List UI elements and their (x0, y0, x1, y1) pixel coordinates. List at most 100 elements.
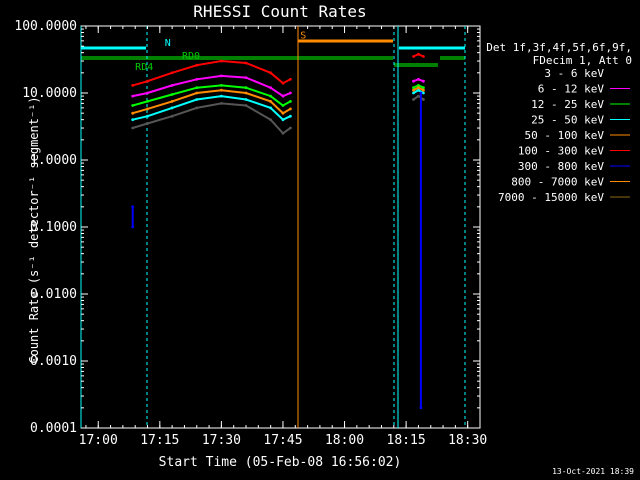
x-tick-label: 17:45 (263, 433, 302, 448)
data-point (417, 94, 420, 98)
y-tick-label: 100.0000 (14, 19, 77, 34)
annotation-label: S (300, 31, 306, 42)
data-point (422, 91, 425, 95)
data-point (289, 100, 292, 103)
data-point (419, 91, 423, 95)
data-point (146, 79, 149, 83)
y-tick-label: 0.0100 (30, 287, 77, 302)
legend-entry-label: 6 - 12 keV (538, 83, 605, 96)
data-point (146, 107, 149, 111)
data-point (195, 106, 199, 110)
data-point (412, 86, 415, 90)
data-point (417, 86, 420, 90)
data-point (131, 225, 135, 229)
y-tick-label: 0.0001 (30, 421, 77, 436)
x-tick-label: 18:30 (448, 433, 487, 448)
annotation-label: N (165, 38, 171, 49)
data-point (170, 100, 174, 103)
data-point (131, 205, 135, 209)
data-point (170, 106, 174, 110)
data-point (412, 91, 415, 95)
data-point (269, 106, 272, 110)
x-axis-label: Start Time (05-Feb-08 16:56:02) (159, 455, 402, 470)
data-point (269, 118, 272, 122)
data-point (131, 104, 135, 107)
data-point (170, 84, 174, 87)
plot-area: N RD4 RD0 S (80, 25, 481, 429)
data-point (195, 63, 199, 67)
data-point (244, 104, 248, 107)
x-tick-label: 17:00 (79, 433, 118, 448)
x-tick-label: 18:15 (387, 433, 426, 448)
data-point (422, 79, 425, 83)
data-point (412, 55, 415, 58)
series-line-0-0 (132, 102, 291, 135)
annotation-label: RD4 (135, 62, 153, 73)
data-point (281, 81, 285, 85)
data-point (131, 84, 135, 87)
timestamp: 13-Oct-2021 18:39 (552, 467, 634, 476)
legend-entry-label: 7000 - 15000 keV (498, 191, 604, 204)
legend: Det 1f,3f,4f,5f,6f,9f,FDecim 1, Att 03 -… (486, 41, 632, 204)
data-point (412, 79, 415, 83)
data-point (195, 98, 199, 101)
y-tick-label: 0.0010 (30, 354, 77, 369)
chart-title: RHESSI Count Rates (193, 2, 366, 21)
data-point (170, 114, 174, 118)
data-point (269, 94, 272, 98)
legend-header: Det 1f,3f,4f,5f,6f,9f, (486, 41, 632, 54)
data-point (422, 55, 425, 58)
data-point (412, 98, 415, 101)
data-point (417, 52, 420, 56)
data-point (281, 94, 285, 98)
legend-entry-label: 50 - 100 keV (525, 129, 605, 142)
data-point (244, 61, 248, 65)
data-point (289, 107, 292, 111)
data-point (195, 86, 199, 90)
data-point (419, 406, 423, 410)
y-tick-label: 1.0000 (30, 153, 77, 168)
data-point (146, 114, 149, 118)
data-point (195, 91, 199, 95)
data-point (244, 91, 248, 95)
annotation-label: RD0 (182, 51, 200, 62)
x-tick-label: 17:30 (202, 433, 241, 448)
data-point (195, 77, 199, 81)
legend-entry-label: 300 - 800 keV (518, 160, 604, 173)
data-point (412, 88, 415, 92)
series-line-4-0 (132, 89, 291, 115)
data-point (281, 111, 285, 115)
data-point (220, 74, 223, 78)
data-point (269, 71, 272, 75)
x-tick-label: 18:00 (325, 433, 364, 448)
legend-header: FDecim 1, Att 0 (533, 54, 632, 67)
data-point (417, 77, 420, 81)
data-point (289, 91, 292, 95)
y-tick-label: 10.0000 (22, 86, 77, 101)
data-point (170, 93, 174, 96)
data-point (281, 104, 285, 107)
data-point (220, 94, 223, 98)
y-axis-label: Count Rate (s⁻¹ detector⁻¹ segment⁻¹) (27, 96, 41, 363)
data-point (417, 88, 420, 92)
data-point (146, 91, 149, 95)
legend-entry-label: 100 - 300 keV (518, 145, 604, 158)
data-point (220, 102, 223, 105)
legend-entry-label: 800 - 7000 keV (511, 176, 604, 189)
data-point (289, 114, 292, 118)
data-point (131, 126, 135, 130)
legend-entry-label: 25 - 50 keV (531, 114, 604, 127)
data-point (422, 98, 425, 101)
data-point (220, 84, 223, 87)
data-point (244, 76, 248, 79)
data-point (131, 111, 135, 115)
data-point (220, 59, 223, 63)
legend-entry-label: 3 - 6 keV (544, 67, 604, 80)
data-point (289, 126, 292, 130)
data-point (146, 122, 149, 125)
data-point (131, 118, 135, 122)
x-axis: 17:00 17:15 17:30 17:45 18:00 18:15 18:30 (79, 26, 487, 448)
data-point (422, 86, 425, 90)
series-line-2-0 (132, 84, 291, 107)
